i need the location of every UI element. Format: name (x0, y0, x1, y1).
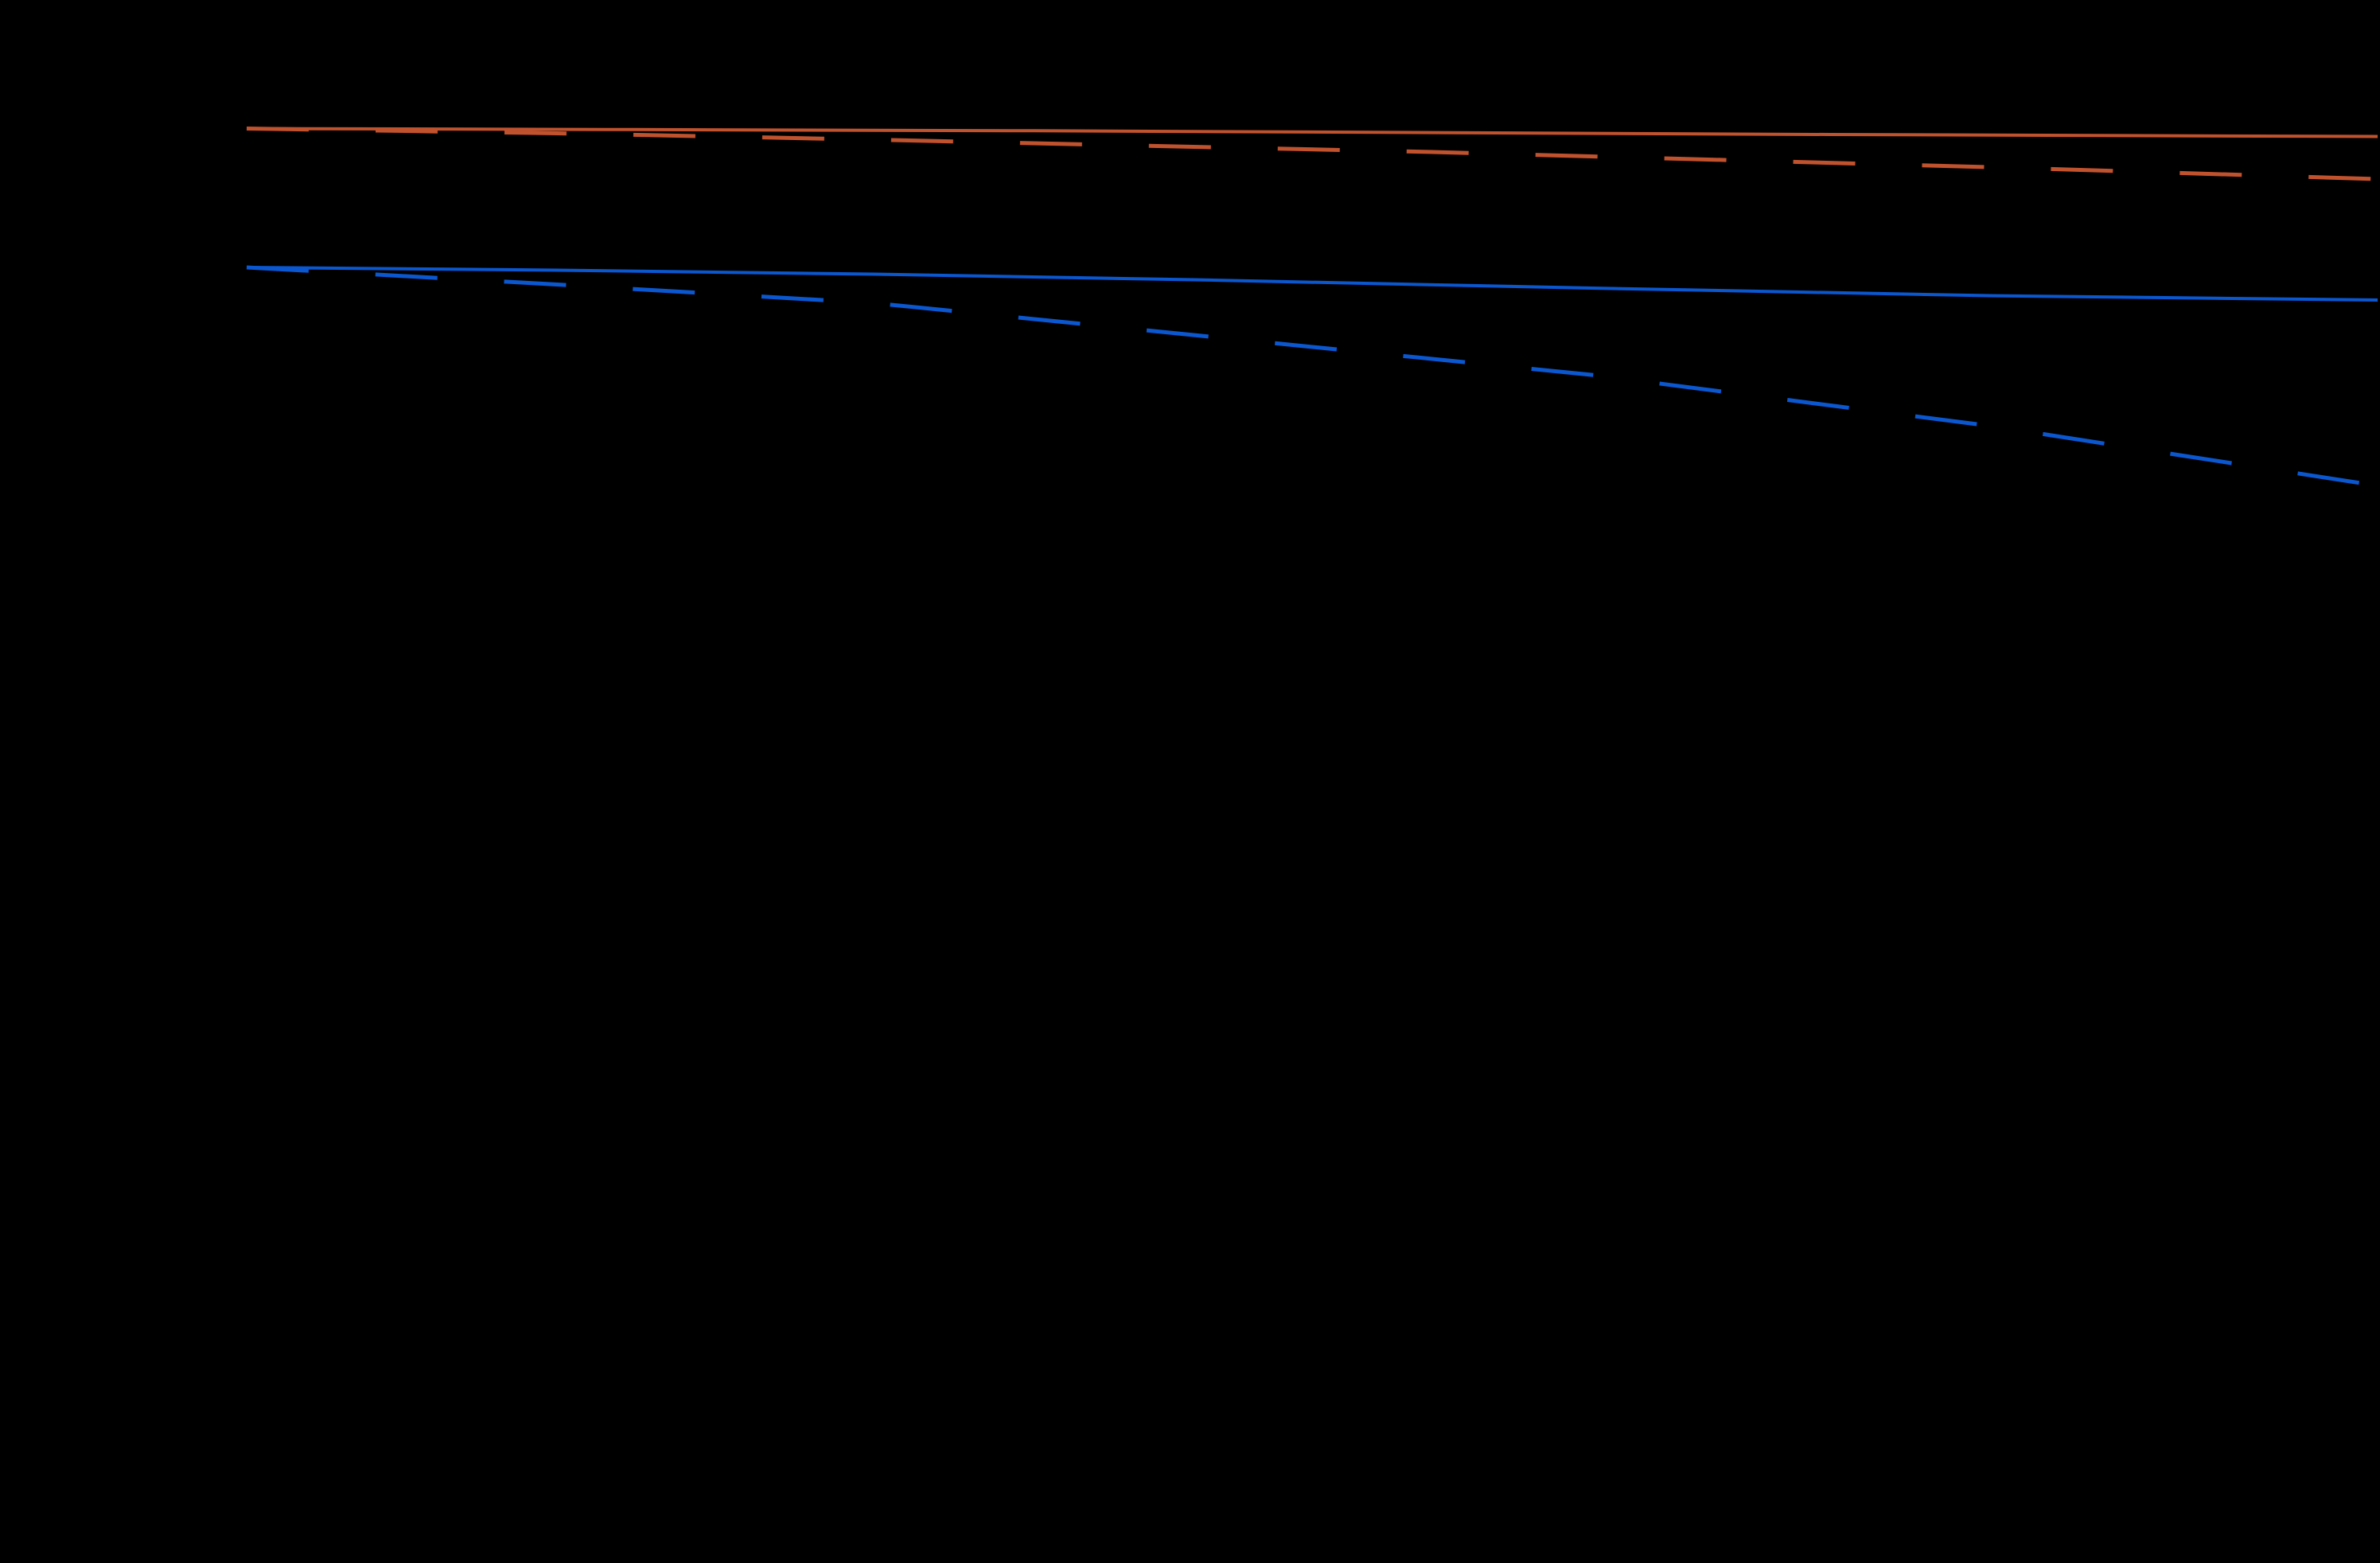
series-line-orange-solid (246, 127, 2378, 138)
series-line-blue-dashed (246, 265, 2378, 489)
series-line-blue-solid (246, 266, 2378, 302)
series-line-orange-dashed (246, 127, 2378, 181)
